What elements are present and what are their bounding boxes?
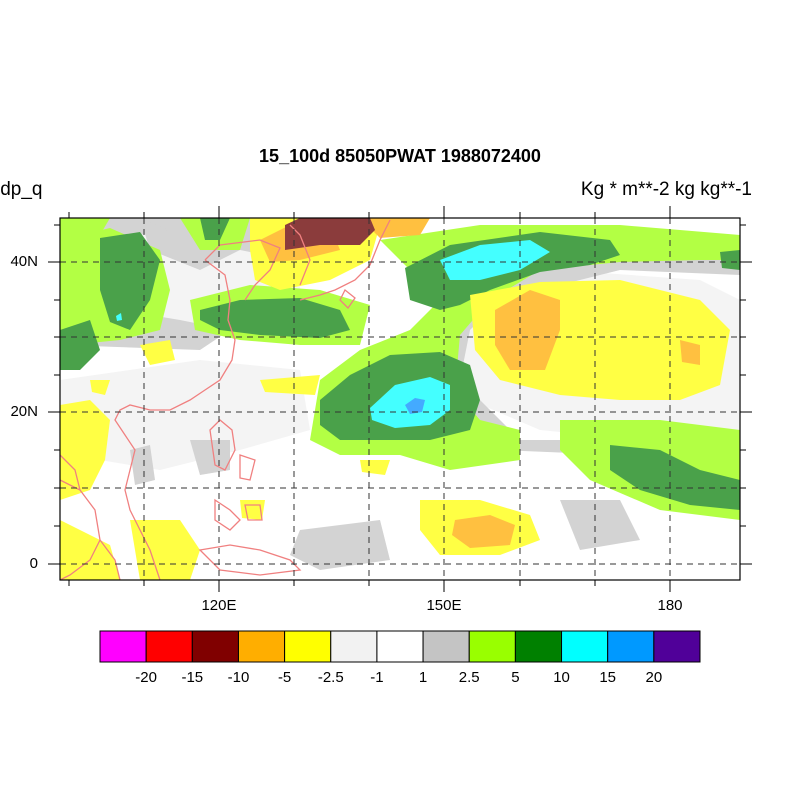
lat-label-20n: 20N (10, 403, 38, 420)
lon-label-120e: 120E (201, 597, 237, 614)
colorbar-label: -2.5 (317, 669, 344, 686)
lat-label-40n: 40N (10, 253, 38, 270)
colorbar-label: -15 (181, 669, 204, 686)
colorbar-label: -10 (227, 669, 250, 686)
left-string: ldp_q (0, 179, 43, 200)
lat-label-0: 0 (29, 555, 38, 572)
colorbar-label: -5 (277, 669, 292, 686)
map-frame (59, 217, 741, 581)
colorbar-label: 2.5 (458, 669, 480, 686)
colorbar-label: 10 (553, 669, 570, 686)
grid-lines (60, 218, 740, 580)
lon-label-180: 180 (657, 597, 683, 614)
lon-label-150e: 150E (426, 597, 462, 614)
contour-fields (60, 218, 740, 580)
tick-marks (48, 206, 752, 592)
units-string: Kg * m**-2 kg kg**-1 (580, 179, 752, 200)
colorbar-label: 20 (645, 669, 663, 686)
colorbar-label: -1 (370, 669, 384, 686)
plot-title: 15_100d 85050PWAT 1988072400 (259, 146, 541, 166)
colorbar-label: -20 (135, 669, 157, 686)
colorbar-label: 15 (599, 669, 617, 686)
colorbar-label: 5 (511, 669, 520, 686)
colorbar-label: 1 (418, 669, 428, 686)
coastline-layer (60, 219, 391, 580)
